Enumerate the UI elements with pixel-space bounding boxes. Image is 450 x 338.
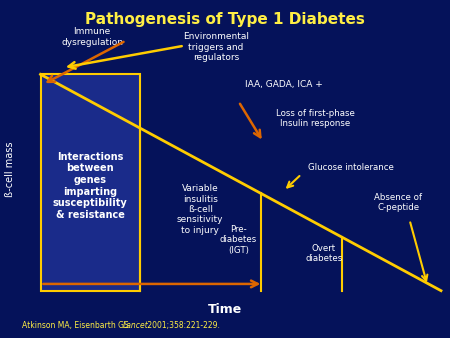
Text: IAA, GADA, ICA +: IAA, GADA, ICA + (245, 80, 322, 89)
Text: Overt
diabetes: Overt diabetes (306, 244, 342, 263)
Text: Absence of
C-peptide: Absence of C-peptide (374, 193, 422, 213)
Text: Atkinson MA, Eisenbarth GS.: Atkinson MA, Eisenbarth GS. (22, 321, 134, 330)
Text: ß-cell mass: ß-cell mass (5, 141, 15, 197)
Text: Interactions
between
genes
imparting
susceptibility
& resistance: Interactions between genes imparting sus… (53, 152, 127, 220)
Text: Pathogenesis of Type 1 Diabetes: Pathogenesis of Type 1 Diabetes (85, 12, 365, 27)
Text: Lancet.: Lancet. (122, 321, 150, 330)
Text: Variable
insulitis
ß-cell
sensitivity
to injury: Variable insulitis ß-cell sensitivity to… (177, 184, 224, 235)
Text: Pre-
diabetes
(IGT): Pre- diabetes (IGT) (220, 225, 257, 255)
Text: Immune
dysregulation: Immune dysregulation (61, 27, 123, 47)
Text: Environmental
triggers and
regulators: Environmental triggers and regulators (183, 32, 249, 62)
Text: Time: Time (208, 303, 242, 316)
Text: Loss of first-phase
Insulin response: Loss of first-phase Insulin response (275, 108, 355, 128)
Text: 2001;358:221-229.: 2001;358:221-229. (145, 321, 220, 330)
Bar (40, 74, 140, 291)
Text: Glucose intolerance: Glucose intolerance (308, 163, 394, 172)
